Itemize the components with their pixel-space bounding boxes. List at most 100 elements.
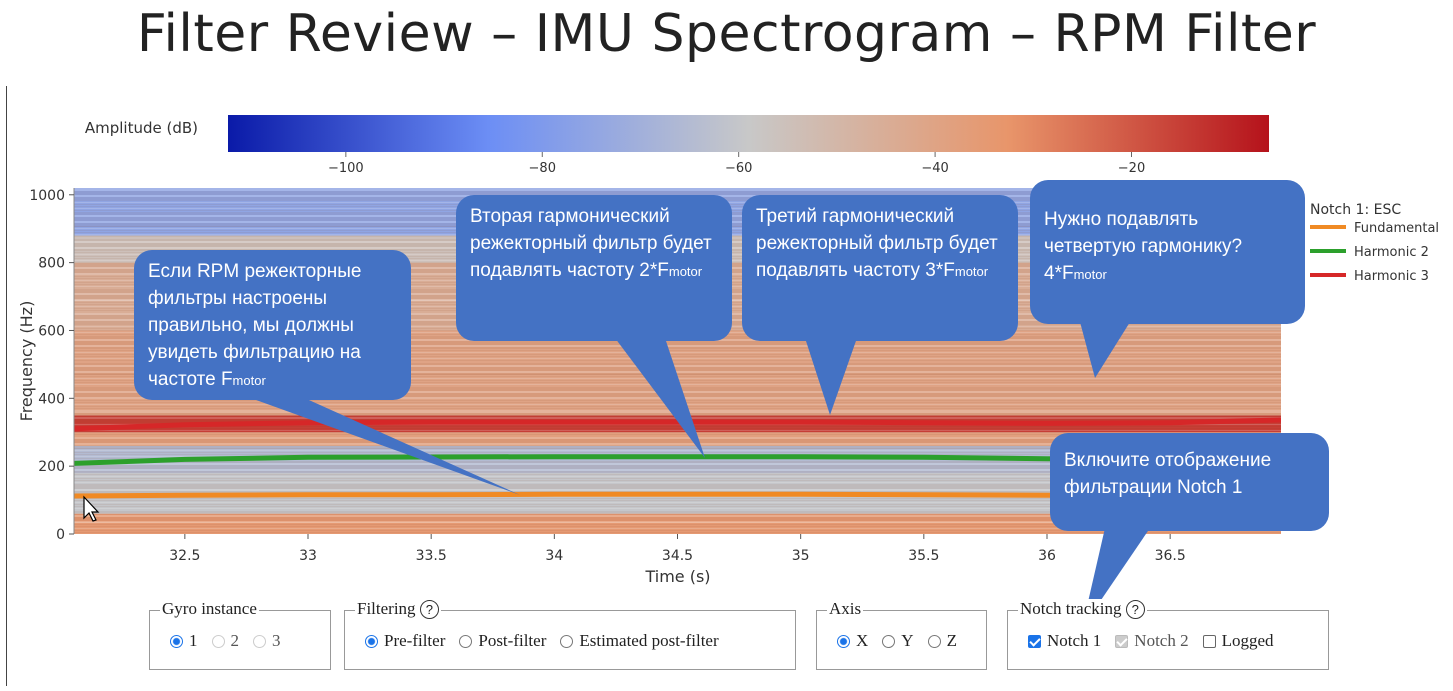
notch-2-checkbox[interactable]: Notch 2 (1115, 631, 1189, 651)
spectrogram-texture-stripe (74, 485, 1281, 487)
radio-icon[interactable] (211, 634, 225, 648)
radio-icon[interactable] (170, 634, 183, 648)
gyro-option-2[interactable]: 2 (211, 631, 239, 651)
radio-icon[interactable] (927, 634, 941, 648)
spectrogram-texture-stripe (74, 358, 1281, 359)
spectrogram-texture-stripe (74, 526, 1281, 527)
chart-legend: Notch 1: ESC Fundamental Harmonic 2 Harmon… (1310, 202, 1439, 284)
x-tick-label: 36 (1038, 548, 1056, 564)
spectrogram-texture-stripe (74, 500, 1281, 501)
spectrogram-texture-stripe (74, 461, 1281, 463)
colorbar-tick-label: −80 (529, 161, 556, 176)
spectrogram-texture-stripe (74, 528, 1281, 529)
spectrogram-texture-stripe (74, 350, 1281, 351)
spectrogram-texture-stripe (74, 367, 1281, 369)
callout-harmonic3: Третий гармонический режекторный фильтр … (742, 195, 1018, 341)
spectrogram-texture-stripe (74, 352, 1281, 353)
spectrogram-texture-stripe (74, 430, 1281, 431)
spectrogram-texture-stripe (74, 439, 1281, 441)
x-tick-label: 35.5 (908, 548, 939, 564)
spectrogram-texture-stripe (74, 432, 1281, 433)
colorbar-tick-label: −100 (328, 161, 364, 176)
spectrogram-texture-stripe (74, 524, 1281, 525)
spectrogram-texture-stripe (74, 354, 1281, 355)
y-tick-label: 1000 (29, 188, 65, 204)
spectrogram-texture-stripe (74, 347, 1281, 349)
callout-fundamental-subscript: motor (232, 373, 266, 388)
spectrogram-texture-stripe (74, 343, 1281, 345)
spectrogram-texture-stripe (74, 443, 1281, 445)
filtering-option-pre[interactable]: Pre-filter (365, 631, 445, 651)
help-icon[interactable]: ? (419, 600, 439, 619)
spectrogram-texture-stripe (74, 441, 1281, 443)
radio-icon[interactable] (253, 634, 266, 648)
filtering-legend: Filtering ? (355, 599, 441, 619)
spectrogram-texture-stripe (74, 373, 1281, 375)
spectrogram-texture-stripe (74, 434, 1281, 435)
notch-tracking-legend: Notch tracking ? (1018, 599, 1147, 619)
radio-icon[interactable] (837, 634, 850, 648)
spectrogram-texture-stripe (74, 522, 1281, 523)
spectrogram-band (74, 513, 1281, 534)
callout-harmonic3-tail (805, 338, 857, 415)
radio-icon[interactable] (365, 634, 378, 648)
spectrogram-texture-stripe (74, 369, 1281, 371)
filtering-option-estimated[interactable]: Estimated post-filter (560, 631, 719, 651)
checkbox-icon[interactable] (1115, 634, 1129, 648)
checkbox-icon[interactable] (1202, 634, 1216, 648)
spectrogram-texture-stripe (74, 437, 1281, 439)
spectrogram-texture-stripe (74, 447, 1281, 449)
spectrogram-texture-stripe (74, 448, 1281, 449)
spectrogram-texture-stripe (74, 471, 1281, 473)
spectrogram-texture-stripe (74, 452, 1281, 453)
radio-icon[interactable] (459, 634, 473, 648)
axis-legend: Axis (827, 599, 864, 619)
spectrogram-texture-stripe (74, 360, 1281, 361)
checkbox-icon[interactable] (1028, 634, 1041, 648)
colorbar-tick-label: −20 (1118, 161, 1145, 176)
legend-title: Notch 1: ESC (1310, 202, 1401, 218)
spectrogram-texture-stripe (74, 365, 1281, 367)
callout-enable-notch: Включите отображение фильтрации Notch 1 (1050, 433, 1329, 531)
spectrogram-texture-stripe (74, 498, 1281, 499)
callout-harmonic2-tail (615, 338, 705, 458)
logged-checkbox[interactable]: Logged (1202, 631, 1274, 651)
spectrogram-texture-stripe (74, 476, 1281, 477)
callout-enable-notch-tail (1088, 528, 1150, 600)
spectrogram-texture-stripe (74, 487, 1281, 489)
axis-option-z[interactable]: Z (927, 631, 957, 651)
spectrogram-texture-stripe (74, 484, 1281, 485)
callout-enable-notch-text: Включите отображение фильтрации Notch 1 (1064, 450, 1272, 498)
y-tick-label: 0 (56, 527, 65, 543)
y-axis: 0 200 400 600 800 1000 (29, 188, 75, 543)
x-axis-title: Time (s) (644, 567, 710, 586)
colorbar (228, 115, 1269, 152)
notch-1-checkbox[interactable]: Notch 1 (1028, 631, 1101, 651)
x-tick-label: 32.5 (169, 548, 200, 564)
spectrogram-texture-stripe (74, 482, 1281, 483)
spectrogram-texture-stripe (74, 489, 1281, 491)
spectrogram-texture-stripe (74, 428, 1281, 429)
spectrogram-texture-stripe (74, 189, 1281, 191)
help-icon[interactable]: ? (1125, 600, 1145, 619)
x-tick-label: 35 (792, 548, 810, 564)
y-tick-label: 400 (38, 391, 65, 407)
axis-option-y[interactable]: Y (882, 631, 914, 651)
x-tick-label: 34.5 (662, 548, 693, 564)
spectrogram-texture-stripe (74, 374, 1281, 375)
radio-icon[interactable] (882, 634, 896, 648)
slide-left-rule (6, 86, 7, 686)
spectrogram-texture-stripe (74, 474, 1281, 475)
notch-tracking-group: Notch tracking ? Notch 1 Notch 2 Logged (1007, 599, 1329, 670)
gyro-option-3[interactable]: 3 (253, 631, 281, 651)
y-tick-label: 200 (38, 459, 65, 475)
callout-harmonic2-text: Вторая гармонический режекторный фильтр … (470, 206, 712, 281)
filtering-option-post[interactable]: Post-filter (459, 631, 546, 651)
axis-option-x[interactable]: X (837, 631, 868, 651)
spectrogram-texture-stripe (74, 511, 1281, 513)
colorbar-ticks: −100 −80 −60 −40 −20 (328, 152, 1145, 176)
gyro-option-1[interactable]: 1 (170, 631, 198, 651)
axis-group: Axis X Y Z (816, 599, 987, 670)
radio-icon[interactable] (560, 634, 574, 648)
spectrogram-texture-stripe (74, 467, 1281, 469)
